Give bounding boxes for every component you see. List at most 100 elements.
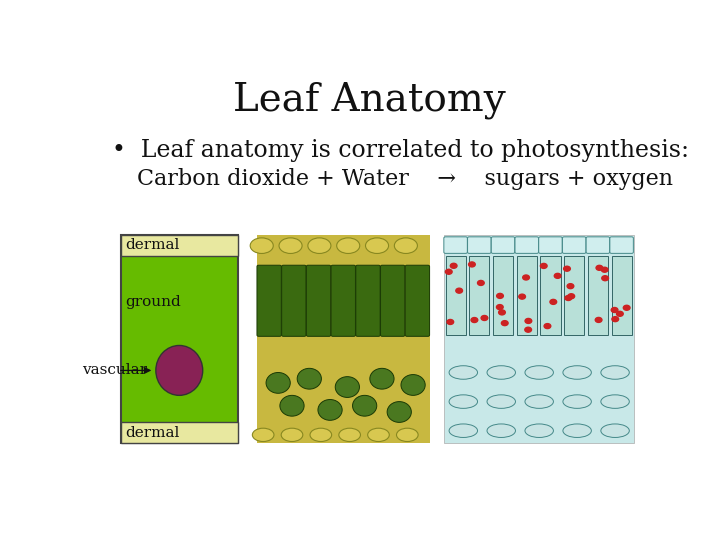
Ellipse shape [366,238,389,253]
Ellipse shape [487,395,516,408]
Circle shape [501,321,508,326]
Ellipse shape [487,424,516,437]
FancyBboxPatch shape [356,265,380,336]
Circle shape [525,327,531,332]
Ellipse shape [297,368,321,389]
FancyBboxPatch shape [380,265,405,336]
Ellipse shape [252,428,274,442]
Ellipse shape [156,346,203,395]
FancyBboxPatch shape [586,237,610,253]
Ellipse shape [337,238,360,253]
FancyBboxPatch shape [469,256,490,335]
Ellipse shape [563,366,591,379]
Ellipse shape [280,395,304,416]
Circle shape [456,288,462,293]
Text: dermal: dermal [125,238,179,252]
Ellipse shape [397,428,418,442]
Circle shape [554,273,561,278]
Circle shape [519,294,526,299]
Circle shape [497,305,503,309]
Ellipse shape [353,395,377,416]
Ellipse shape [525,366,554,379]
FancyBboxPatch shape [444,237,467,253]
Circle shape [471,318,478,322]
Bar [258,333,431,354]
Ellipse shape [282,428,303,442]
Text: •  Leaf anatomy is correlated to photosynthesis:: • Leaf anatomy is correlated to photosyn… [112,139,689,161]
Ellipse shape [601,424,629,437]
Bar [121,422,238,443]
Circle shape [544,323,551,328]
FancyBboxPatch shape [446,256,466,335]
Circle shape [565,295,572,300]
Circle shape [497,293,503,299]
Circle shape [469,262,475,267]
FancyBboxPatch shape [257,265,282,336]
Circle shape [624,305,630,310]
Ellipse shape [370,368,394,389]
Text: Carbon dioxide + Water    →    sugars + oxygen: Carbon dioxide + Water → sugars + oxygen [138,168,673,190]
Ellipse shape [487,366,516,379]
Ellipse shape [368,428,390,442]
Text: Leaf Anatomy: Leaf Anatomy [233,82,505,119]
FancyBboxPatch shape [517,256,537,335]
Ellipse shape [387,402,411,422]
Text: ground: ground [125,295,181,309]
FancyBboxPatch shape [515,237,539,253]
Circle shape [611,307,618,313]
Ellipse shape [449,366,477,379]
Text: dermal: dermal [125,426,179,440]
Text: vascular: vascular [81,363,147,377]
Circle shape [541,264,547,268]
Circle shape [602,276,608,281]
Bar [121,235,238,256]
Bar [121,235,238,443]
Circle shape [601,267,608,272]
Circle shape [525,319,532,323]
Circle shape [567,284,574,289]
FancyBboxPatch shape [610,237,634,253]
Ellipse shape [401,375,426,395]
Ellipse shape [308,238,331,253]
Circle shape [596,265,603,271]
Ellipse shape [318,400,342,420]
FancyBboxPatch shape [493,256,513,335]
Circle shape [550,299,557,305]
Ellipse shape [310,428,332,442]
FancyBboxPatch shape [564,256,584,335]
Bar [258,235,431,443]
Circle shape [564,266,570,271]
Ellipse shape [525,424,554,437]
Circle shape [446,269,452,274]
FancyBboxPatch shape [588,256,608,335]
FancyBboxPatch shape [307,265,330,336]
Circle shape [568,294,575,299]
Ellipse shape [601,366,629,379]
Ellipse shape [395,238,418,253]
Ellipse shape [266,373,290,393]
Circle shape [499,310,505,315]
Circle shape [447,320,454,325]
Ellipse shape [250,238,274,253]
FancyBboxPatch shape [331,265,356,336]
Circle shape [612,316,618,322]
FancyBboxPatch shape [611,256,631,335]
Ellipse shape [279,238,302,253]
FancyBboxPatch shape [405,265,430,336]
Ellipse shape [525,395,554,408]
Bar [444,235,634,443]
Circle shape [595,318,602,322]
FancyBboxPatch shape [467,237,491,253]
Ellipse shape [563,395,591,408]
FancyBboxPatch shape [562,237,586,253]
Circle shape [481,315,487,320]
Ellipse shape [449,395,477,408]
Circle shape [616,312,624,316]
Circle shape [523,275,529,280]
Ellipse shape [336,377,359,397]
Circle shape [450,264,457,268]
Ellipse shape [601,395,629,408]
FancyBboxPatch shape [491,237,515,253]
FancyBboxPatch shape [541,256,561,335]
Ellipse shape [563,424,591,437]
